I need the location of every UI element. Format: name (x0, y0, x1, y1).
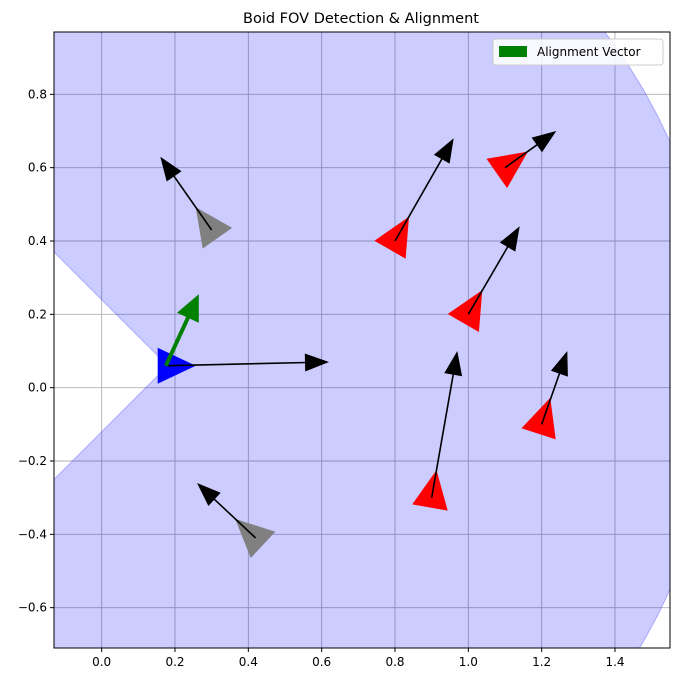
legend-label-alignment-vector: Alignment Vector (537, 45, 641, 59)
y-tick-label: 0.6 (28, 161, 47, 175)
x-tick-label: 0.8 (385, 655, 404, 669)
velocity-arrow (467, 226, 520, 315)
neighbor-boid-in-fov (374, 216, 409, 259)
velocity-arrow (167, 353, 329, 372)
y-tick-label: −0.4 (18, 527, 47, 541)
velocity-arrow (197, 483, 257, 539)
y-tick-label: 0.0 (28, 381, 47, 395)
y-tick-label: 0.4 (28, 234, 47, 248)
y-tick-label: 0.2 (28, 307, 47, 321)
x-tick-label: 1.4 (605, 655, 624, 669)
grid (54, 32, 670, 648)
neighbor-boid-in-fov (486, 151, 528, 189)
velocity-arrow (540, 351, 568, 425)
velocity-arrow (504, 131, 557, 169)
x-tick-label: 0.2 (165, 655, 184, 669)
x-tick-label: 1.2 (532, 655, 551, 669)
legend-swatch-alignment-vector (499, 46, 527, 57)
velocity-arrow (394, 138, 454, 242)
x-tick-label: 0.4 (239, 655, 258, 669)
axes-frame (53, 31, 671, 649)
neighbor-boid-in-fov (447, 290, 483, 332)
velocity-arrow (430, 351, 463, 498)
neighbor-boid-outside-fov (195, 207, 233, 249)
x-tick-label: 0.6 (312, 655, 331, 669)
velocity-arrow (160, 156, 213, 231)
y-tick-label: −0.6 (18, 601, 47, 615)
y-tick-label: 0.8 (28, 87, 47, 101)
chart-title: Boid FOV Detection & Alignment (243, 11, 479, 27)
axis-ticks: 0.0 0.2 0.4 0.6 0.8 1.0 1.2 1.4 −0.6 −0.4 −0.2 0.0 0… (18, 87, 625, 669)
alignment-vector-arrow (164, 294, 199, 367)
legend: Alignment Vector (492, 38, 664, 66)
x-tick-label: 0.0 (92, 655, 111, 669)
y-tick-label: −0.2 (18, 454, 47, 468)
x-tick-label: 1.0 (459, 655, 478, 669)
legend-frame (492, 38, 664, 66)
neighbor-boid-in-fov (412, 470, 448, 511)
